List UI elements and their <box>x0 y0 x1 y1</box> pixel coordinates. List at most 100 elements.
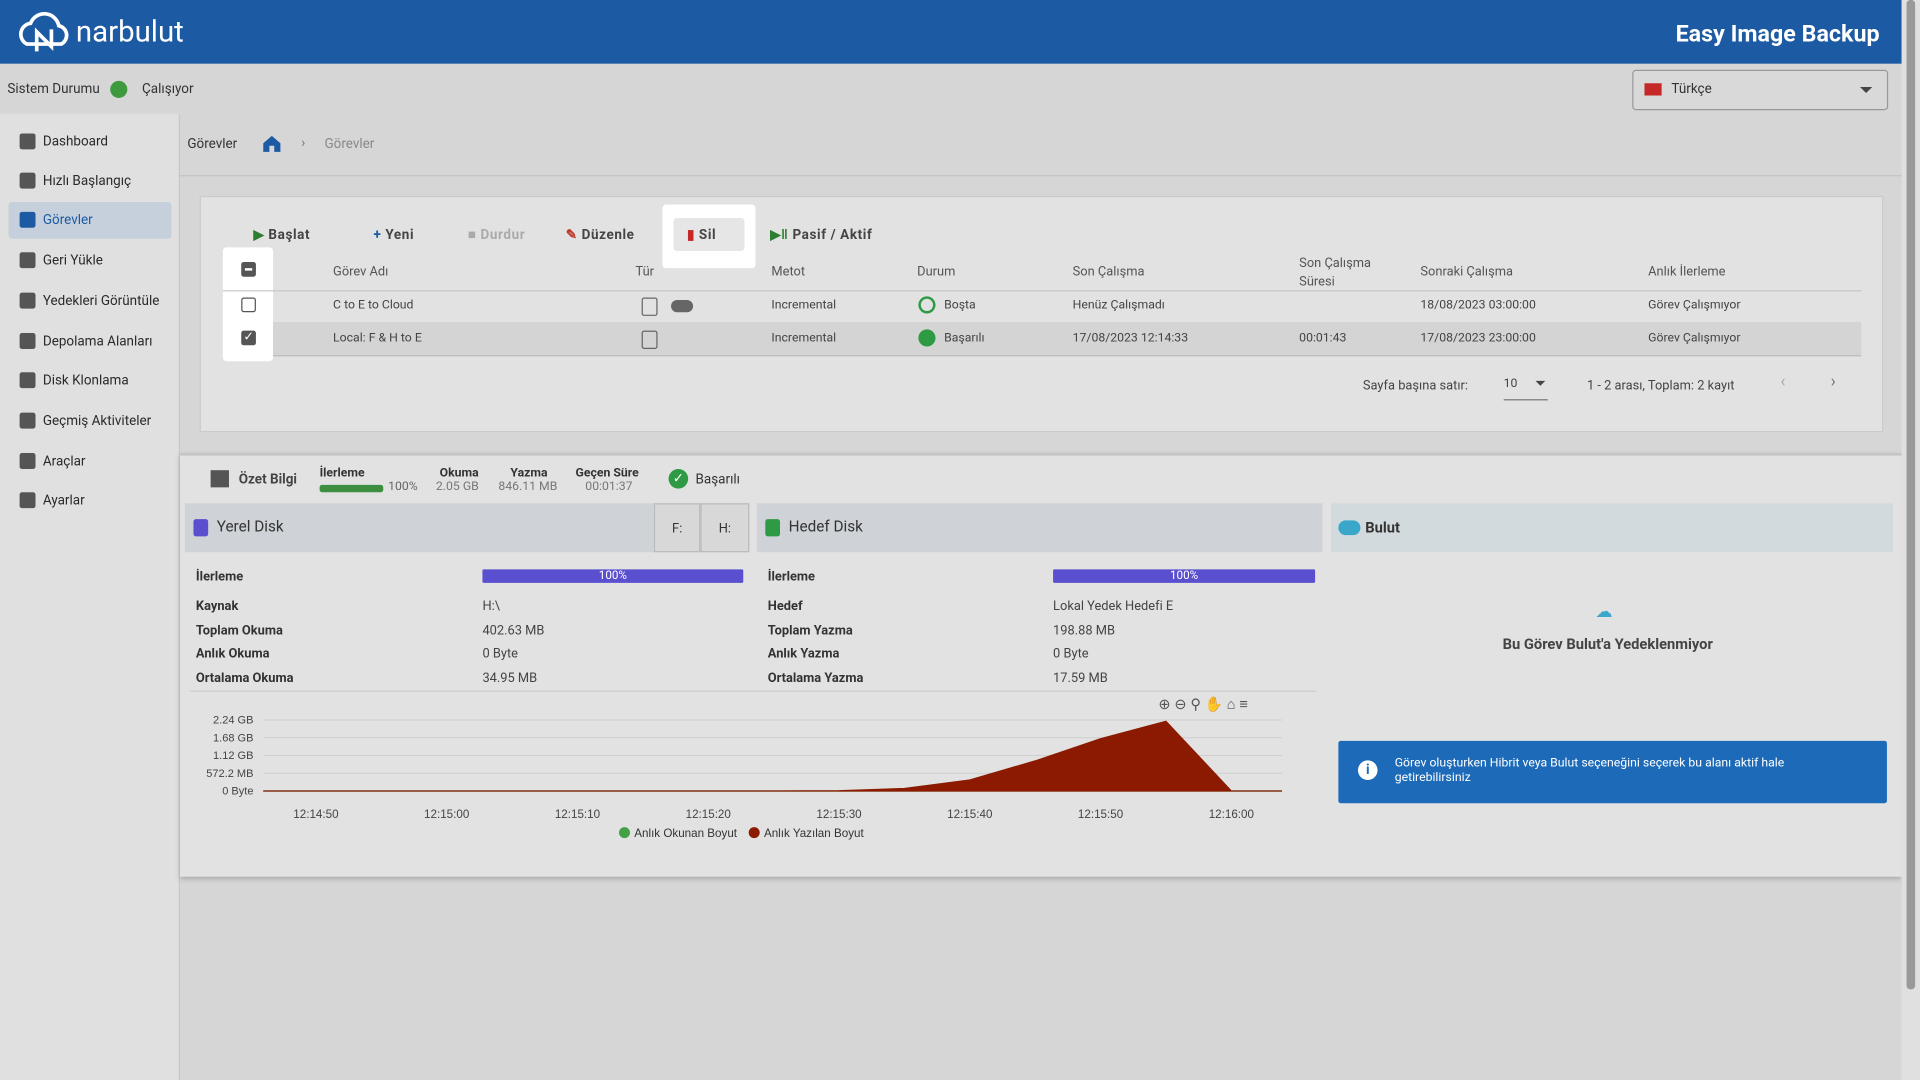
column-header: Son Çalışma <box>1072 263 1145 280</box>
target-disk-header: Hedef Disk <box>756 503 1323 553</box>
nav-item[interactable]: Dashboard <box>9 124 172 161</box>
nav-item[interactable]: Depolama Alanları <box>9 323 172 360</box>
prev-page[interactable]: ‹ <box>1780 372 1786 392</box>
next-page[interactable]: › <box>1830 372 1836 392</box>
drive-tab[interactable]: H: <box>700 503 750 553</box>
table-cell: Incremental <box>771 331 837 346</box>
type-icon <box>641 297 658 316</box>
detail-label: İlerleme <box>195 568 244 585</box>
home-icon[interactable] <box>262 135 282 153</box>
detail-value: 402.63 MB <box>482 621 545 638</box>
delete-hover <box>673 217 745 252</box>
language-select[interactable]: Türkçe <box>1632 69 1889 111</box>
y-tick-label: 0 Byte <box>222 786 253 798</box>
info-box: i Görev oluşturken Hibrit veya Bulut seç… <box>1338 740 1887 804</box>
cloud-title: Bulut <box>1365 519 1401 537</box>
detail-label: Kaynak <box>195 597 239 614</box>
disk-icon <box>193 519 209 537</box>
y-tick-label: 1.12 GB <box>213 750 253 762</box>
x-tick-label: 12:15:00 <box>424 808 470 821</box>
detail-value: 34.95 MB <box>482 669 538 686</box>
cloud-header: Bulut <box>1331 503 1894 553</box>
nav-item[interactable]: Geçmiş Aktiviteler <box>9 403 172 440</box>
detail-value: Lokal Yedek Hedefi E <box>1053 597 1174 614</box>
stat-value: 00:01:37 <box>585 480 633 494</box>
detail-value: H:\ <box>482 597 501 614</box>
nav-item[interactable]: Ayarlar <box>9 482 172 519</box>
dropdown-arrow <box>1535 380 1546 391</box>
legend-marker <box>748 827 760 839</box>
table-cell: Görev Çalışmıyor <box>1648 298 1741 313</box>
header: narbulut Easy Image Backup <box>0 0 1902 64</box>
x-tick-label: 12:15:20 <box>686 808 732 821</box>
nav-label: Yedekleri Görüntüle <box>42 292 160 309</box>
cloud-message: Bu Görev Bulut'a Yedeklenmiyor <box>1502 635 1713 653</box>
x-tick-label: 12:15:30 <box>816 808 862 821</box>
detail-value: 198.88 MB <box>1053 621 1116 638</box>
info-icon: i <box>1357 760 1378 780</box>
nav-label: Araçlar <box>42 453 86 469</box>
column-header: Görev Adı <box>333 263 389 280</box>
table-cell: Görev Çalışmıyor <box>1648 331 1741 346</box>
nav-label: Dashboard <box>42 133 109 150</box>
rows-per-page: 10 <box>1503 377 1518 391</box>
stop-button[interactable]: ■ Durdur <box>467 226 526 243</box>
progress-bar: 100% <box>1053 569 1316 583</box>
progress-bar: 100% <box>482 569 744 583</box>
nav-item[interactable]: Görevler <box>8 202 172 239</box>
nav-item[interactable]: Yedekleri Görüntüle <box>9 283 172 320</box>
edit-button[interactable]: ✎ Düzenle <box>565 226 635 243</box>
chart-toolbar[interactable]: ⊕⊖⚲✋⌂≡ <box>1158 695 1252 713</box>
chart: 0 Byte 572.2 MB 1.12 GB 1.68 GB 2.24 GB 12:14… <box>206 715 1283 840</box>
status-dot <box>110 80 128 98</box>
row-checkbox-checked[interactable]: ✓ <box>241 330 256 346</box>
nav-label: Geçmiş Aktiviteler <box>42 412 152 429</box>
button-label: Yeni <box>385 226 415 243</box>
breadcrumb-current: Görevler <box>324 135 375 152</box>
flag <box>1644 83 1662 96</box>
table-cell: Henüz Çalışmadı <box>1072 298 1165 313</box>
product-name: Easy Image Backup <box>1675 19 1880 48</box>
column-header: Tür <box>635 263 655 280</box>
legend-label: Anlık Yazılan Boyut <box>764 827 865 840</box>
toggle-button[interactable]: ▶‖ Pasif / Aktif <box>770 226 873 243</box>
language: Türkçe <box>1671 80 1712 97</box>
start-button[interactable]: ▶ Başlat <box>253 226 311 243</box>
button-label: Düzenle <box>581 226 635 243</box>
rows-per-page-select[interactable]: 10 <box>1503 367 1548 401</box>
stat-value: 100% <box>388 480 418 494</box>
selected-row <box>273 322 1862 357</box>
nav-item[interactable]: Disk Klonlama <box>9 362 172 399</box>
table-cell: 17/08/2023 12:14:33 <box>1072 331 1189 346</box>
column-header: Metot <box>771 263 806 280</box>
select-all-checkbox[interactable] <box>241 262 256 277</box>
row-checkbox[interactable] <box>241 297 256 313</box>
status-icon <box>918 296 936 314</box>
nav-label: Görevler <box>42 211 93 228</box>
nav-item[interactable]: Araçlar <box>9 443 172 480</box>
area <box>263 720 1283 792</box>
x-tick-label: 12:15:10 <box>555 808 601 821</box>
nav-label: Hızlı Başlangıç <box>42 172 132 189</box>
y-tick-label: 1.68 GB <box>213 732 253 744</box>
table-cell: 17/08/2023 23:00:00 <box>1420 331 1536 346</box>
cloud-type-icon <box>671 300 694 313</box>
breadcrumb-bar: Görevler › Görevler <box>180 114 1902 177</box>
x-tick-label: 12:16:00 <box>1209 808 1255 821</box>
nav-item[interactable]: Hızlı Başlangıç <box>9 163 172 200</box>
cloud-icon <box>1338 520 1361 536</box>
detail-label: Ortalama Okuma <box>195 669 294 686</box>
detail-label: Anlık Yazma <box>767 645 840 662</box>
scrollbar[interactable] <box>1901 0 1920 1080</box>
legend-marker <box>618 827 630 839</box>
summary-status: Başarılı <box>695 471 741 488</box>
logo-icon <box>19 12 69 52</box>
tasks-card <box>199 195 1884 433</box>
nav-item[interactable]: Geri Yükle <box>9 242 172 279</box>
table-cell: Incremental <box>771 298 837 313</box>
new-button[interactable]: + Yeni <box>373 226 415 243</box>
drive-tab[interactable]: F: <box>653 503 701 553</box>
delete-button[interactable]: ▮ Sil <box>686 226 717 243</box>
